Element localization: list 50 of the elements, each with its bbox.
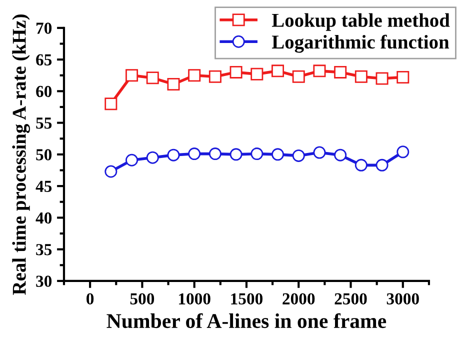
y-tick-label: 65 bbox=[36, 54, 52, 66]
point bbox=[126, 69, 138, 82]
x-axis-title: Number of A-lines in one frame bbox=[106, 313, 386, 328]
point bbox=[104, 165, 118, 178]
point bbox=[250, 148, 264, 160]
point bbox=[354, 70, 368, 83]
x-tick-label: 500 bbox=[130, 293, 154, 304]
y-tick-label: 45 bbox=[36, 180, 52, 192]
y-tick-label: 50 bbox=[36, 149, 52, 160]
point bbox=[292, 70, 305, 83]
point bbox=[146, 151, 159, 164]
x-tick-label: 1000 bbox=[179, 293, 210, 304]
x-tick-label: 2000 bbox=[282, 293, 315, 304]
point bbox=[250, 68, 264, 80]
point bbox=[376, 158, 388, 172]
point bbox=[208, 148, 222, 160]
point bbox=[396, 71, 410, 84]
point bbox=[230, 148, 242, 161]
legend-label: Lookup table method bbox=[272, 13, 450, 31]
point bbox=[104, 98, 118, 110]
point bbox=[188, 69, 201, 82]
point bbox=[272, 64, 284, 78]
y-tick-label: 70 bbox=[36, 22, 52, 34]
x-tick-label: 2500 bbox=[334, 293, 367, 304]
y-tick-label: 40 bbox=[36, 212, 52, 224]
point bbox=[313, 146, 326, 159]
point bbox=[376, 72, 388, 85]
point bbox=[208, 70, 222, 83]
point bbox=[272, 148, 284, 161]
point bbox=[167, 148, 180, 162]
point bbox=[292, 149, 305, 162]
y-axis-title: Real time processing A-rate (kHz) bbox=[12, 14, 30, 295]
point bbox=[313, 64, 326, 78]
point bbox=[126, 154, 138, 166]
y-tick-label: 60 bbox=[36, 86, 52, 98]
x-tick-label: 1500 bbox=[231, 293, 263, 304]
point bbox=[396, 146, 410, 158]
x-tick-label: 0 bbox=[86, 293, 94, 304]
y-tick-label: 55 bbox=[36, 118, 52, 129]
x-tick-label: 3000 bbox=[386, 293, 419, 304]
point bbox=[230, 66, 242, 78]
y-tick-label: 35 bbox=[36, 244, 52, 256]
y-tick-label: 30 bbox=[36, 276, 52, 287]
point bbox=[167, 78, 180, 90]
point bbox=[188, 148, 201, 160]
legend-label: Logarithmic function bbox=[272, 34, 450, 53]
point bbox=[334, 148, 347, 162]
point bbox=[146, 72, 159, 84]
point bbox=[354, 158, 368, 172]
point bbox=[334, 66, 347, 78]
